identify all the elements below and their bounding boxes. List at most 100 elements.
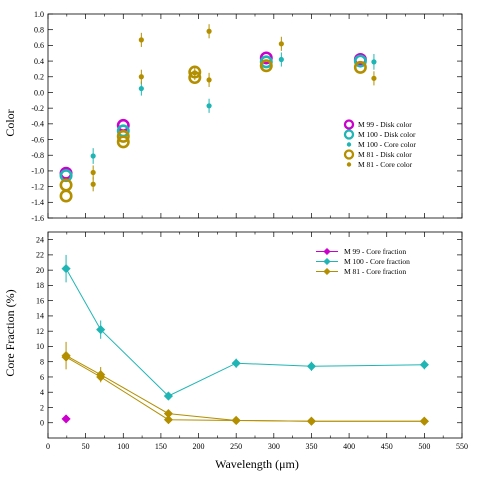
core-color-point	[278, 56, 284, 63]
bottom-ytick-label: 24	[36, 235, 44, 244]
core-color-point	[90, 153, 96, 159]
bottom-ylabel: Core Fraction (%)	[3, 289, 17, 376]
bottom-ytick-label: 20	[36, 266, 44, 275]
core-fraction-line	[65, 268, 425, 397]
bottom-ytick-label: 4	[40, 388, 44, 397]
top-ytick-label: -1.4	[31, 198, 44, 207]
top-ytick-label: -0.6	[31, 135, 44, 144]
core-fraction-line	[65, 356, 425, 422]
core-fraction-point	[61, 263, 71, 274]
core-fraction-point	[419, 416, 430, 426]
legend-marker	[343, 119, 355, 130]
xtick-label: 400	[343, 442, 355, 451]
legend-marker	[343, 129, 355, 140]
bottom-ytick-label: 12	[36, 327, 44, 336]
core-fraction-panel: 0 50 100 150 200 250 300 350 400 450 500 5500246810…	[36, 231, 468, 451]
core-color-point	[138, 85, 144, 92]
top-ytick-label: 0.2	[34, 73, 44, 82]
legend-marker	[323, 267, 331, 276]
legend-marker	[323, 247, 331, 256]
legend-marker	[323, 257, 331, 266]
disk-color-point	[116, 135, 130, 149]
legend-entry: M 100 - Core fraction	[344, 257, 410, 266]
core-color-point	[138, 37, 144, 43]
xtick-label: 50	[82, 442, 90, 451]
bottom-ytick-label: 16	[36, 296, 44, 305]
core-color-point	[206, 28, 212, 34]
top-ytick-label: -1.6	[31, 214, 44, 223]
core-color-point	[371, 75, 377, 81]
core-color-point	[206, 77, 212, 83]
disk-color-point	[353, 60, 367, 74]
top-frame	[47, 13, 463, 219]
disk-color-point	[353, 54, 367, 68]
legend-entry: M 100 - Disk color	[358, 130, 416, 139]
core-color-point	[278, 41, 284, 47]
xtick-label: 200	[193, 442, 205, 451]
core-fraction-point	[306, 416, 317, 426]
top-ytick-label: 0.4	[34, 57, 44, 66]
bottom-ytick-label: 0	[40, 419, 44, 428]
xtick-label: 300	[268, 442, 280, 451]
bottom-xlabel: Wavelength (μm)	[215, 457, 299, 471]
core-fraction-point	[419, 360, 430, 370]
bottom-ytick-label: 8	[40, 358, 44, 367]
xtick-label: 0	[46, 442, 50, 451]
core-fraction-point	[231, 358, 241, 368]
core-fraction-point	[163, 415, 174, 425]
core-fraction-point	[96, 325, 106, 335]
legend-marker	[343, 149, 355, 160]
core-color-point	[90, 169, 96, 176]
legend-entry: M 81 - Disk color	[358, 150, 412, 159]
top-ytick-label: 0.6	[34, 41, 44, 50]
top-ylabel: Color	[3, 109, 17, 136]
disk-color-point	[259, 55, 273, 69]
xtick-label: 250	[230, 442, 242, 451]
legend-entry: M 81 - Core fraction	[344, 267, 406, 276]
top-ytick-label: -0.8	[31, 151, 44, 160]
legend-marker	[346, 142, 352, 147]
disk-color-point	[59, 189, 73, 203]
core-fraction-point	[306, 361, 317, 371]
top-ytick-label: 0.0	[34, 88, 44, 97]
top-ytick-label: 0.8	[34, 25, 44, 34]
legend-marker	[346, 162, 352, 167]
core-color-point	[192, 70, 198, 76]
disk-color-point	[116, 129, 130, 143]
xtick-label: 450	[381, 442, 393, 451]
core-fraction-point	[61, 414, 71, 424]
top-ytick-label: -1.0	[31, 167, 44, 176]
bottom-ytick-label: 2	[40, 403, 44, 412]
disk-color-point	[259, 51, 273, 65]
legend-entry: M 99 - Core fraction	[344, 247, 406, 256]
core-fraction-point	[231, 415, 241, 426]
xtick-label: 550	[456, 442, 468, 451]
top-ytick-label: 1.0	[34, 10, 44, 19]
top-ytick-label: -0.4	[31, 120, 44, 129]
core-color-point	[90, 181, 96, 187]
top-ytick-label: -0.2	[31, 104, 44, 113]
xtick-label: 150	[155, 442, 167, 451]
bottom-ytick-label: 14	[36, 312, 44, 321]
core-fraction-point	[96, 372, 106, 382]
core-color-point	[371, 59, 377, 65]
bottom-ytick-label: 18	[36, 281, 44, 290]
bottom-ytick-label: 10	[36, 342, 44, 351]
disk-color-point	[259, 59, 273, 73]
color-panel: -1.6 -1.4 -1.2 -1.0 -0.8 -0.6 -0.4 -0.2 0.0 0.2 0.…	[31, 10, 463, 223]
core-fraction-point	[61, 352, 71, 362]
bottom-ytick-label: 22	[36, 251, 44, 260]
legend-entry: M 99 - Disk color	[358, 120, 412, 129]
bottom-ytick-label: 6	[40, 373, 44, 382]
core-fraction-point	[163, 391, 174, 401]
legend-entry: M 81 - Core color	[358, 160, 413, 169]
core-color-point	[138, 74, 144, 80]
xtick-label: 350	[305, 442, 317, 451]
legend-entry: M 100 - Core color	[358, 140, 416, 149]
top-ytick-label: -1.2	[31, 182, 44, 191]
xtick-label: 500	[418, 442, 430, 451]
xtick-label: 100	[117, 442, 129, 451]
